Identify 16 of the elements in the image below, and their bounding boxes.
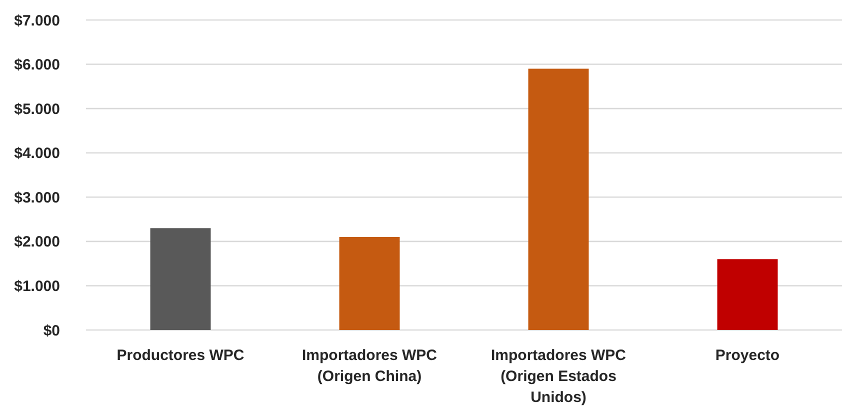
y-tick-label: $6.000 bbox=[14, 56, 60, 74]
y-tick-label: $1.000 bbox=[14, 278, 60, 295]
x-tick-label: Importadores WPC (Origen Estados Unidos) bbox=[490, 347, 626, 406]
y-tick-label: $5.000 bbox=[14, 100, 60, 118]
bar bbox=[150, 228, 211, 330]
x-tick-label: Productores WPC bbox=[116, 347, 244, 364]
bar bbox=[339, 237, 400, 330]
x-tick-label: Proyecto bbox=[715, 347, 780, 364]
bar bbox=[528, 68, 589, 330]
y-tick-label: $7.000 bbox=[14, 12, 60, 30]
y-tick-label: $2.000 bbox=[14, 234, 60, 251]
x-tick-label: Importadores WPC (Origen China) bbox=[302, 347, 438, 385]
y-tick-label: $3.000 bbox=[14, 189, 60, 206]
y-tick-label: $4.000 bbox=[14, 145, 60, 162]
y-tick-label: $0 bbox=[43, 322, 60, 340]
bar bbox=[717, 259, 778, 330]
